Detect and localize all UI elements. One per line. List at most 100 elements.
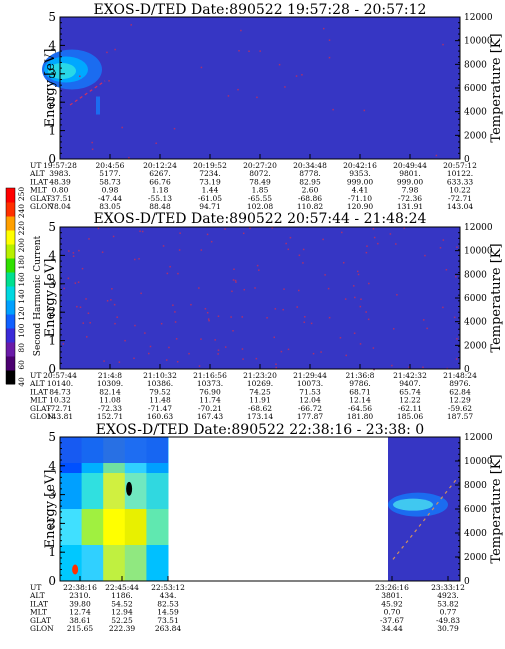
noise-point: [138, 258, 140, 260]
noise-point: [344, 298, 347, 300]
orbit-cell: 11.48: [149, 396, 171, 405]
noise-point: [324, 274, 326, 276]
y-tick-label: 5: [48, 220, 56, 234]
noise-point: [217, 353, 219, 355]
noise-point: [287, 348, 290, 351]
y2-tick-label: 4000: [464, 529, 487, 539]
noise-point: [134, 324, 136, 327]
orbit-cell: 21:4:8: [98, 371, 122, 380]
orbit-cell: 53.82: [437, 599, 459, 608]
noise-point: [230, 316, 232, 318]
colorbar-swatch: [6, 272, 15, 287]
orbit-row-label: ILAT: [30, 177, 48, 186]
noise-point: [113, 303, 116, 306]
noise-point: [188, 352, 190, 355]
colorbar-tick-label: 250: [17, 187, 26, 202]
noise-point: [368, 282, 370, 285]
noise-point: [312, 352, 315, 355]
noise-point: [116, 316, 118, 318]
noise-point: [285, 242, 287, 245]
orbit-cell: 21:42:32: [393, 371, 427, 380]
noise-point: [303, 321, 306, 324]
noise-point: [179, 232, 181, 234]
orbit-cell: 9786.: [349, 379, 370, 388]
noise-point: [198, 287, 200, 289]
orbit-cell: 8072.: [249, 169, 270, 178]
noise-point: [271, 227, 274, 229]
orbit-cell: 78.49: [249, 177, 271, 186]
noise-point: [89, 321, 91, 324]
orbit-cell: -71.10: [348, 194, 372, 203]
orbit-cell: 19:57:28: [43, 161, 77, 170]
noise-point: [320, 351, 322, 353]
noise-point: [108, 80, 110, 82]
y2-axis-label: Temperature [K]: [489, 243, 504, 352]
y-tick-label: 4: [48, 459, 56, 473]
noise-point: [377, 242, 379, 245]
noise-point: [284, 86, 286, 88]
orbit-cell: 999.00: [397, 177, 423, 186]
orbit-cell: 30.79: [437, 624, 459, 633]
noise-point: [282, 308, 284, 311]
orbit-cell: 185.06: [397, 412, 423, 421]
y2-tick-label: 8000: [464, 60, 487, 70]
orbit-row-label: MLT: [30, 186, 47, 195]
orbit-cell: 102.08: [247, 202, 273, 211]
colorbar-tick-label: 240: [17, 204, 26, 219]
y-tick-label: 0: [48, 152, 56, 166]
noise-point: [422, 319, 425, 321]
colorbar-tick-label: 220: [17, 221, 26, 236]
spectrum-cell: [146, 545, 169, 582]
noise-point: [256, 264, 259, 267]
orbit-cell: 0.77: [440, 608, 457, 617]
noise-point: [360, 298, 362, 300]
noise-point: [365, 311, 367, 313]
noise-point: [363, 109, 366, 112]
colorbar-swatch: [6, 300, 15, 315]
noise-point: [124, 339, 126, 342]
orbit-cell: 10.32: [49, 396, 71, 405]
noise-point: [445, 268, 448, 271]
noise-point: [273, 336, 276, 339]
orbit-cell: -71.47: [148, 404, 172, 413]
spectrum-cell: [146, 473, 169, 510]
noise-point: [242, 358, 244, 360]
noise-point: [165, 359, 168, 361]
y-tick-label: 3: [48, 488, 56, 502]
noise-point: [439, 247, 442, 249]
noise-point: [91, 148, 94, 151]
orbit-cell: 215.65: [67, 624, 93, 633]
y-tick-label: 4: [48, 248, 56, 262]
noise-point: [91, 141, 93, 144]
y2-tick-label: 10000: [464, 247, 493, 257]
noise-point: [237, 88, 239, 91]
spectrum-cell: [146, 509, 169, 546]
noise-point: [162, 245, 165, 247]
orbit-cell: 94.71: [199, 202, 220, 211]
noise-point: [160, 322, 163, 325]
orbit-cell: 82.95: [299, 177, 321, 186]
noise-point: [106, 51, 108, 54]
y-tick-label: 1: [48, 124, 56, 138]
noise-point: [248, 50, 250, 53]
noise-point: [67, 277, 70, 280]
orbit-cell: 20:34:48: [293, 161, 327, 170]
orbit-cell: 52.25: [111, 616, 133, 625]
spectrum-cell: [60, 437, 168, 463]
y2-tick-label: 10000: [464, 37, 493, 47]
noise-point: [255, 357, 258, 360]
y-tick-label: 2: [48, 305, 56, 319]
orbit-cell: -72.36: [398, 194, 422, 203]
noise-point: [442, 43, 444, 46]
noise-point: [81, 267, 84, 270]
y2-tick-label: 6000: [464, 505, 487, 515]
orbit-cell: 10373.: [197, 379, 223, 388]
noise-point: [172, 304, 174, 306]
y-tick-label: 0: [48, 362, 56, 376]
spectrum-cell: [103, 545, 126, 582]
orbit-cell: 8976.: [449, 379, 470, 388]
orbit-cell: 74.25: [249, 387, 271, 396]
noise-point: [200, 66, 203, 69]
orbit-cell: 12.94: [111, 608, 133, 617]
noise-point: [243, 288, 246, 291]
